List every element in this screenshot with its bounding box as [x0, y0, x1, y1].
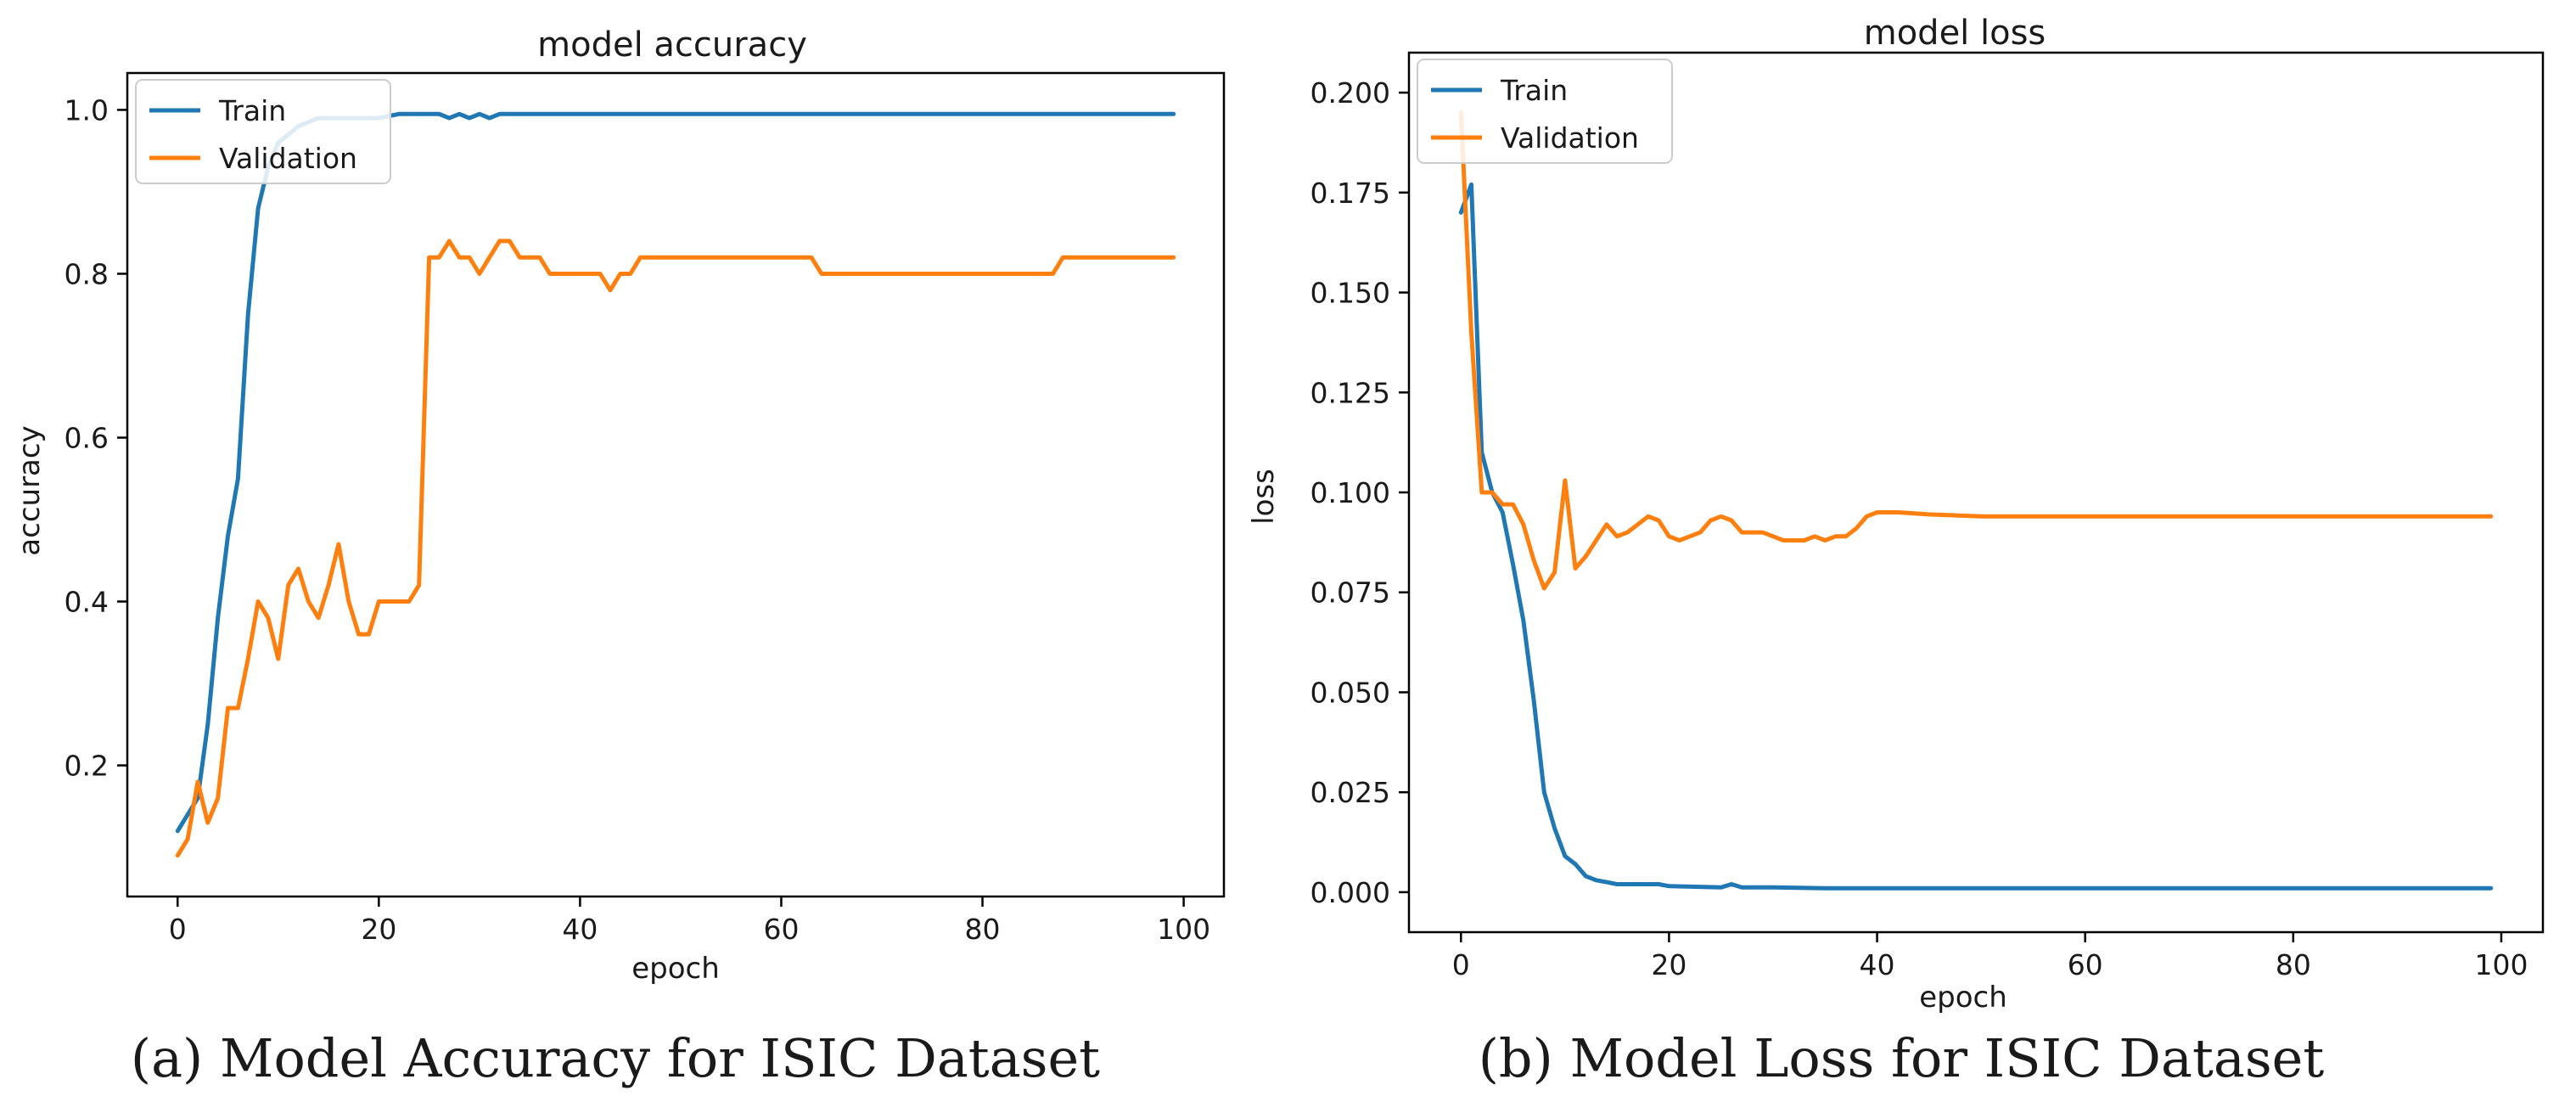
accuracy-x-tick-label: 20	[361, 913, 396, 946]
accuracy-chart: model accuracy 0 20 40 60 80 100 0.2 0.4 0.6 0.8 1…	[13, 25, 1226, 1089]
loss-y-axis-label: loss	[1247, 469, 1281, 525]
accuracy-plot-area: 0 20 40 60 80 100 0.2 0.4 0.6 0.8 1.0 Train Validati…	[65, 71, 1226, 946]
loss-chart: model loss 0 20 40 60 80 100 0.000 0.025 0.050 0.…	[1247, 14, 2545, 1089]
accuracy-series-validation	[175, 239, 1176, 858]
accuracy-x-tick-label: 60	[763, 913, 799, 946]
loss-legend: Train Validation	[1417, 59, 1673, 164]
accuracy-legend-label-validation: Validation	[219, 142, 357, 175]
loss-y-tick-label: 0.000	[1310, 876, 1390, 909]
loss-x-tick-label: 20	[1651, 948, 1686, 981]
accuracy-chart-title: model accuracy	[537, 25, 807, 65]
accuracy-x-tick-label: 40	[562, 913, 598, 946]
loss-y-tick-label: 0.200	[1310, 76, 1390, 110]
accuracy-y-tick-label: 0.6	[65, 422, 109, 455]
loss-figure-caption: (b) Model Loss for ISIC Dataset	[1479, 1027, 2325, 1089]
loss-y-tick-label: 0.125	[1310, 376, 1390, 409]
loss-legend-label-validation: Validation	[1501, 121, 1639, 155]
accuracy-legend-label-train: Train	[218, 94, 286, 127]
loss-legend-label-train: Train	[1500, 74, 1568, 107]
loss-x-tick-label: 0	[1452, 948, 1470, 981]
accuracy-y-tick-label: 0.8	[65, 257, 109, 290]
loss-y-tick-label: 0.025	[1310, 776, 1390, 809]
accuracy-y-tick-label: 1.0	[65, 93, 109, 126]
accuracy-y-axis-label: accuracy	[13, 425, 47, 555]
loss-y-tick-label: 0.075	[1310, 576, 1390, 610]
accuracy-x-axis-label: epoch	[631, 952, 720, 986]
loss-x-axis-label: epoch	[1919, 981, 2007, 1015]
loss-x-tick-label: 40	[1860, 948, 1895, 981]
loss-y-tick-label: 0.100	[1310, 476, 1390, 509]
accuracy-x-tick-label: 80	[965, 913, 1001, 946]
loss-y-tick-label: 0.175	[1310, 177, 1390, 210]
accuracy-x-tick-label: 0	[169, 913, 187, 946]
loss-axes-frame	[1407, 51, 2545, 934]
accuracy-legend: Train Validation	[135, 79, 391, 184]
loss-x-tick-label: 100	[2474, 948, 2528, 981]
accuracy-y-tick-label: 0.4	[65, 586, 109, 619]
loss-y-tick-label: 0.050	[1310, 676, 1390, 709]
loss-x-tick-label: 80	[2276, 948, 2311, 981]
accuracy-y-tick-label: 0.2	[65, 750, 109, 783]
accuracy-x-tick-label: 100	[1157, 913, 1210, 946]
loss-x-tick-label: 60	[2068, 948, 2103, 981]
loss-y-tick-label: 0.150	[1310, 277, 1390, 310]
loss-series-train	[1458, 182, 2494, 891]
loss-series-validation	[1458, 110, 2494, 591]
accuracy-series-train	[175, 111, 1176, 834]
accuracy-figure-caption: (a) Model Accuracy for ISIC Dataset	[131, 1027, 1100, 1089]
accuracy-axes-frame	[126, 71, 1226, 898]
loss-plot-area: 0 20 40 60 80 100 0.000 0.025 0.050 0.075 0.100 0.1…	[1310, 51, 2545, 981]
loss-chart-title: model loss	[1864, 14, 2046, 53]
